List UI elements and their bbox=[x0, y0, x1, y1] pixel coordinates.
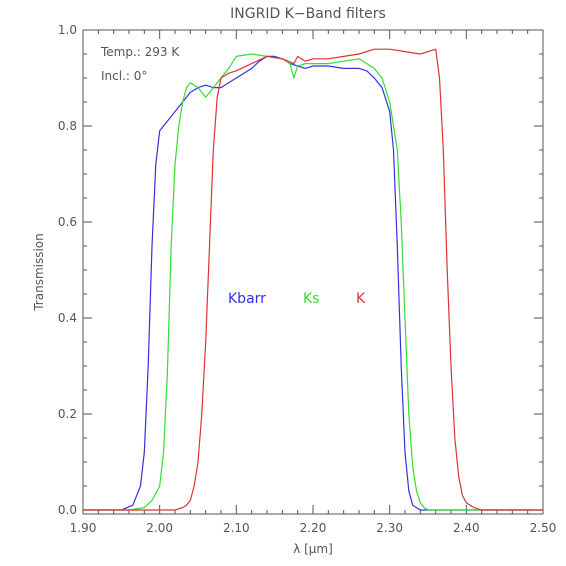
series-line-k bbox=[83, 48, 543, 511]
plot-frame bbox=[82, 29, 544, 515]
chart-title: INGRID K−Band filters bbox=[230, 6, 386, 22]
axes: 1.90 2.00 2.10 2.20 2.30 2.40 2.50 0.0 0.2 0.4 0.6… bbox=[58, 23, 556, 535]
x-tick-label: 1.90 bbox=[70, 521, 97, 535]
legend-label-kbarr: Kbarr bbox=[228, 291, 266, 307]
legend-label-k: K bbox=[356, 291, 366, 307]
annotation-incl: Incl.: 0° bbox=[101, 69, 147, 83]
x-tick-label: 2.30 bbox=[376, 521, 403, 535]
legend-label-ks: Ks bbox=[303, 291, 319, 307]
y-axis-label: Transmission bbox=[32, 233, 46, 312]
x-tick-label: 2.20 bbox=[300, 521, 327, 535]
series-line-ks bbox=[83, 53, 543, 511]
y-tick-label: 0.6 bbox=[58, 215, 77, 229]
y-tick-label: 0.4 bbox=[58, 311, 77, 325]
y-tick-label: 0.2 bbox=[58, 407, 77, 421]
x-axis-label: λ [μm] bbox=[293, 542, 333, 556]
series-line-kbarr bbox=[83, 55, 543, 511]
y-tick-label: 0.0 bbox=[58, 503, 77, 517]
annotation-temp: Temp.: 293 K bbox=[100, 45, 180, 59]
x-tick-label: 2.10 bbox=[223, 521, 250, 535]
x-tick-label: 2.40 bbox=[453, 521, 480, 535]
x-tick-label: 2.00 bbox=[146, 521, 173, 535]
y-tick-label: 0.8 bbox=[58, 119, 77, 133]
y-tick-label: 1.0 bbox=[58, 23, 77, 37]
legend: Kbarr Ks K bbox=[228, 291, 366, 307]
x-tick-label: 2.50 bbox=[530, 521, 557, 535]
series-lines bbox=[83, 48, 543, 511]
